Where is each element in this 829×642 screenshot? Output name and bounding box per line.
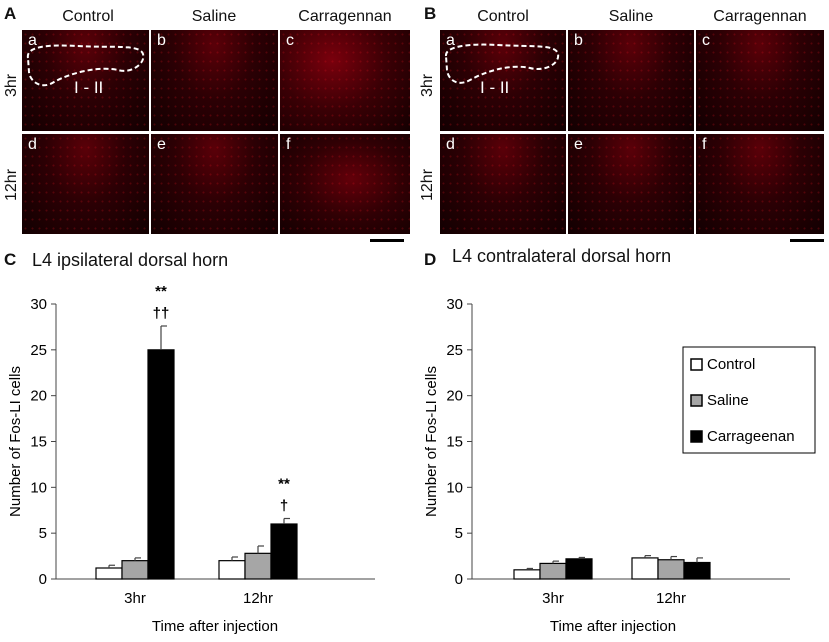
row-label-12hr: 12hr (3, 168, 20, 201)
scale-bar-a (370, 239, 404, 242)
panel-letter-b: B (424, 4, 437, 23)
micrograph-d-12hr-control: d (22, 134, 149, 234)
micrograph-letter: b (574, 32, 583, 49)
legend-swatch-saline (690, 394, 703, 407)
micrograph-b-3hr-saline: b (151, 30, 278, 131)
panel-letter-c: C (4, 250, 17, 269)
region-label: I - II (480, 78, 510, 97)
lamina-outline (445, 43, 560, 84)
panel-letter-a: A (4, 4, 17, 23)
x-tick-label: 3hr (542, 590, 564, 607)
column-label-saline: Saline (608, 8, 654, 25)
column-label-carragennan: Carragennan (298, 8, 392, 25)
y-axis-label: Number of Fos-LI cells (7, 366, 24, 517)
y-tick-label: 0 (455, 571, 463, 588)
y-tick-label: 5 (39, 525, 47, 542)
micrograph-c-3hr-carragennan: c (280, 30, 410, 131)
micrograph-letter: e (157, 136, 166, 153)
bar-carrageenan (683, 561, 711, 580)
significance-marker: ** (155, 283, 167, 300)
significance-marker: ** (278, 476, 290, 493)
x-tick-label: 3hr (124, 590, 146, 607)
y-tick-label: 20 (446, 388, 463, 405)
bar-saline (121, 560, 149, 580)
legend-swatch-control (690, 358, 703, 371)
scale-bar-b (790, 239, 824, 242)
y-tick-label: 10 (446, 479, 463, 496)
x-tick-label: 12hr (656, 590, 686, 607)
micrograph-a-3hr-control: a I - II (440, 30, 566, 131)
bar-control (95, 567, 123, 580)
micrograph-e-12hr-saline: e (568, 134, 694, 234)
bar-saline (657, 559, 685, 580)
row-label-12hr: 12hr (419, 168, 436, 201)
y-tick-label: 30 (30, 296, 47, 313)
y-tick-label: 25 (446, 342, 463, 359)
micrograph-letter: d (28, 136, 37, 153)
micrograph-letter: c (286, 32, 294, 49)
micrograph-letter: f (286, 136, 291, 153)
bar-saline (244, 552, 272, 580)
legend-box (682, 346, 816, 454)
bar-carrageenan (147, 349, 175, 580)
legend-label-control: Control (707, 356, 755, 373)
legend-label-saline: Saline (707, 392, 749, 409)
significance-marker: †† (153, 305, 170, 322)
micrograph-letter: a (446, 32, 455, 49)
y-tick-label: 25 (30, 342, 47, 359)
micrograph-d-12hr-control: d (440, 134, 566, 234)
micrograph-letter: d (446, 136, 455, 153)
y-tick-label: 5 (455, 525, 463, 542)
bar-control (631, 557, 659, 580)
legend-swatch-carrageenan (690, 430, 703, 443)
chart-title-d: L4 contralateral dorsal horn (452, 246, 672, 266)
micrograph-f-12hr-carragennan: f (280, 134, 410, 234)
micrograph-e-12hr-saline: e (151, 134, 278, 234)
micrograph-letter: b (157, 32, 166, 49)
bar-control (218, 560, 246, 580)
x-tick-label: 12hr (243, 590, 273, 607)
y-tick-label: 10 (30, 479, 47, 496)
micrograph-f-12hr-carragennan: f (696, 134, 824, 234)
micrograph-letter: f (702, 136, 707, 153)
x-axis-label: Time after injection (550, 618, 676, 635)
column-label-control: Control (477, 8, 529, 25)
region-label: I - II (74, 78, 104, 97)
legend-label-carrageenan: Carrageenan (707, 428, 795, 445)
bar-carrageenan (565, 558, 593, 580)
column-label-saline: Saline (191, 8, 237, 25)
column-label-carragennan: Carragennan (713, 8, 807, 25)
bar-chart-ipsilateral: 0 5 10 15 20 25 30 Number of Fos-LI cells 3hr 12h… (7, 283, 375, 635)
chart-title-c: L4 ipsilateral dorsal horn (32, 250, 229, 270)
column-label-control: Control (62, 8, 114, 25)
y-tick-label: 0 (39, 571, 47, 588)
y-tick-label: 15 (446, 434, 463, 451)
micrograph-c-3hr-carragennan: c (696, 30, 824, 131)
micrograph-b-3hr-saline: b (568, 30, 694, 131)
x-axis-label: Time after injection (152, 618, 278, 635)
micrograph-a-3hr-control: a I - II (22, 30, 149, 131)
row-label-3hr: 3hr (419, 73, 436, 97)
panel-letter-d: D (424, 250, 437, 269)
y-tick-label: 20 (30, 388, 47, 405)
y-axis-label: Number of Fos-LI cells (423, 366, 440, 517)
bar-saline (539, 562, 567, 580)
bar-carrageenan (270, 523, 298, 580)
bar-chart-contralateral: 0 5 10 15 20 25 30 Number of Fos-LI cells 3hr 12h… (423, 296, 816, 635)
micrograph-letter: e (574, 136, 583, 153)
micrograph-letter: c (702, 32, 710, 49)
row-label-3hr: 3hr (3, 73, 20, 97)
y-tick-label: 15 (30, 434, 47, 451)
y-tick-label: 30 (446, 296, 463, 313)
significance-marker: † (280, 498, 288, 515)
micrograph-letter: a (28, 32, 37, 49)
bar-control (513, 569, 541, 580)
